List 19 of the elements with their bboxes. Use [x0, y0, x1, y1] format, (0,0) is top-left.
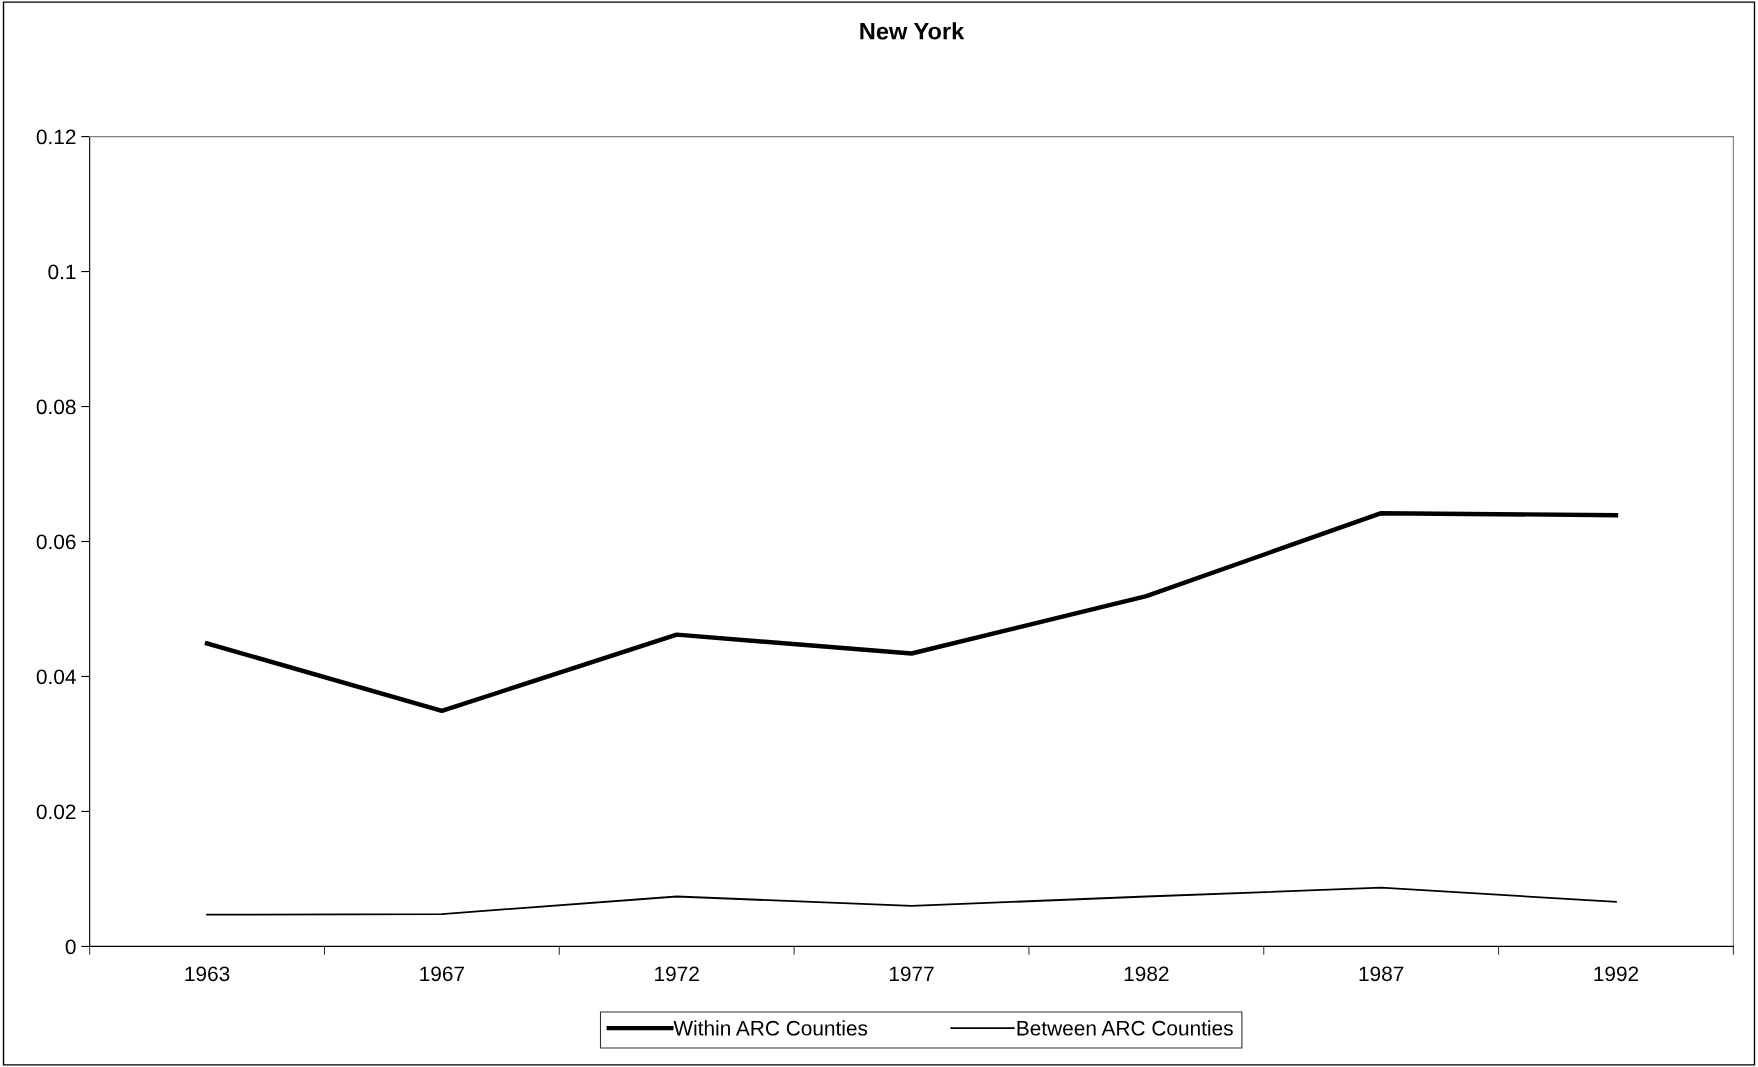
x-tick-label: 1992 — [1594, 966, 1639, 982]
x-tick-label: 1967 — [420, 966, 465, 982]
line-series — [204, 510, 1619, 714]
x-tick-label: 1987 — [1359, 966, 1404, 982]
y-tick-label: 0.12 — [36, 129, 76, 145]
x-tick-label: 1977 — [889, 966, 934, 982]
legend-label: Between ARC Counties — [1017, 1020, 1233, 1036]
line-series — [206, 886, 1617, 916]
x-tick-label: 1982 — [1124, 966, 1169, 982]
x-tick-label: 1972 — [655, 966, 699, 982]
legend-label: Within ARC Counties — [673, 1020, 868, 1036]
y-tick-label: 0.1 — [48, 264, 76, 280]
y-tick-label: 0.06 — [36, 534, 76, 550]
y-tick-label: 0.02 — [36, 804, 76, 820]
y-tick-label: 0.04 — [36, 669, 76, 685]
y-tick-label: 0.08 — [36, 399, 76, 415]
y-tick-label: 0 — [65, 939, 76, 955]
chart-title: New York — [860, 22, 965, 40]
x-tick-label: 1963 — [185, 966, 230, 982]
